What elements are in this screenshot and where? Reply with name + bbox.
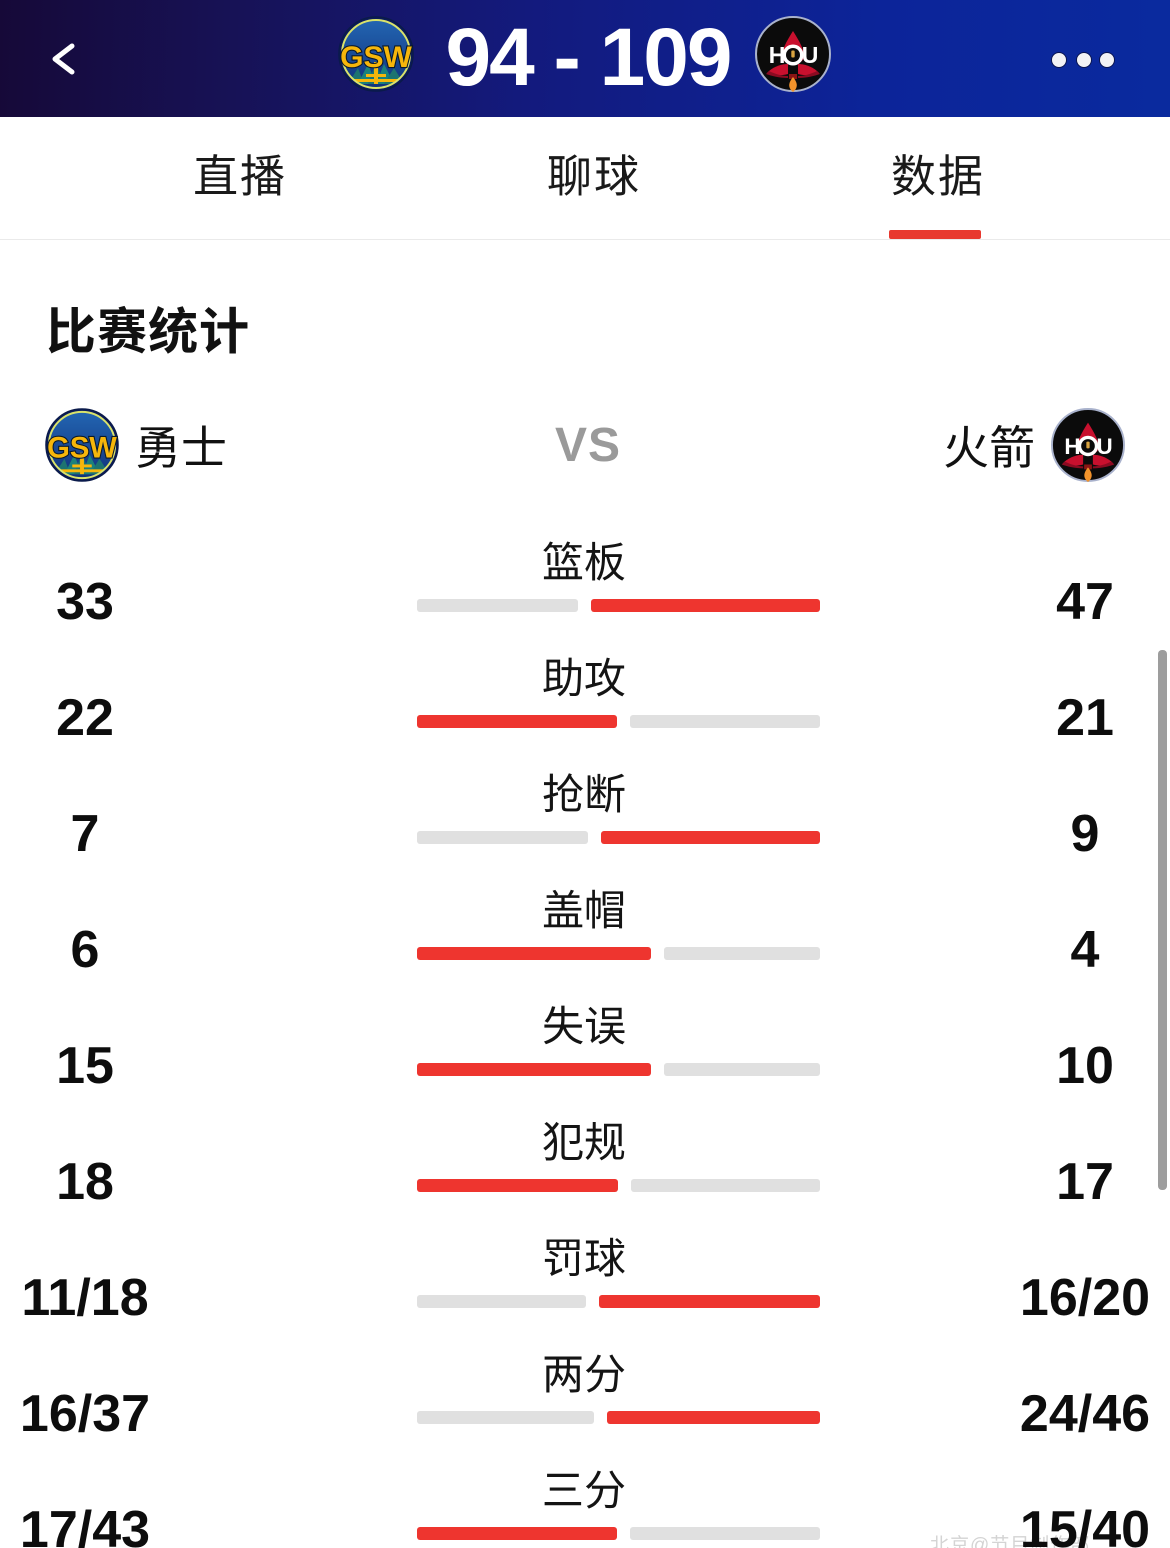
svg-text:U: U bbox=[802, 42, 819, 68]
svg-text:GSW: GSW bbox=[47, 433, 117, 465]
svg-text:U: U bbox=[1096, 434, 1112, 459]
svg-text:GSW: GSW bbox=[340, 41, 412, 74]
